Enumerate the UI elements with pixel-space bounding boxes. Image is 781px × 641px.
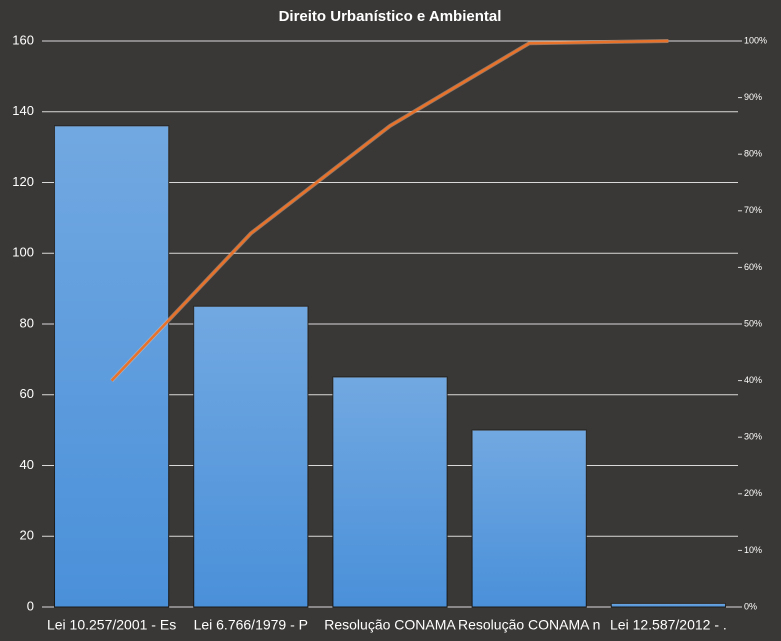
- y-tick-label: 60: [20, 386, 34, 401]
- x-tick-label: Lei 12.587/2012 - .: [610, 617, 727, 633]
- y-tick-label: 120: [12, 174, 34, 189]
- y2-tick-label: 60%: [744, 262, 762, 272]
- x-tick-label: Resolução CONAMA: [324, 617, 456, 633]
- x-tick-label: Lei 6.766/1979 - P: [194, 617, 308, 633]
- y2-tick-label: 30%: [744, 432, 762, 442]
- y2-tick-label: 50%: [744, 318, 762, 328]
- y-tick-label: 100: [12, 245, 34, 260]
- bar-sheen: [332, 377, 448, 607]
- y2-tick-label: 70%: [744, 205, 762, 215]
- chart-title: Direito Urbanístico e Ambiental: [279, 8, 502, 25]
- y-tick-label: 20: [20, 528, 34, 543]
- y2-tick-label: 80%: [744, 149, 762, 159]
- y-tick-label: 140: [12, 103, 34, 118]
- bar-sheen: [193, 306, 308, 607]
- y-tick-label: 0: [27, 598, 34, 613]
- bar-sheen: [54, 125, 169, 608]
- line: [110, 39, 669, 382]
- x-tick-label: Lei 10.257/2001 - Es: [47, 617, 176, 633]
- y2-tick-label: 10%: [744, 545, 762, 555]
- bar-sheen: [611, 603, 726, 607]
- y-tick-label: 40: [20, 457, 34, 472]
- y2-tick-label: 20%: [744, 488, 762, 498]
- y-tick-label: 160: [12, 32, 34, 47]
- y2-tick-label: 0%: [744, 601, 757, 611]
- y-tick-label: 80: [20, 315, 34, 330]
- x-tick-label: Resolução CONAMA n: [458, 617, 600, 633]
- bar-sheen: [472, 430, 587, 607]
- y2-tick-label: 100%: [744, 35, 767, 45]
- y2-tick-label: 40%: [744, 375, 762, 385]
- y2-tick-label: 90%: [744, 92, 762, 102]
